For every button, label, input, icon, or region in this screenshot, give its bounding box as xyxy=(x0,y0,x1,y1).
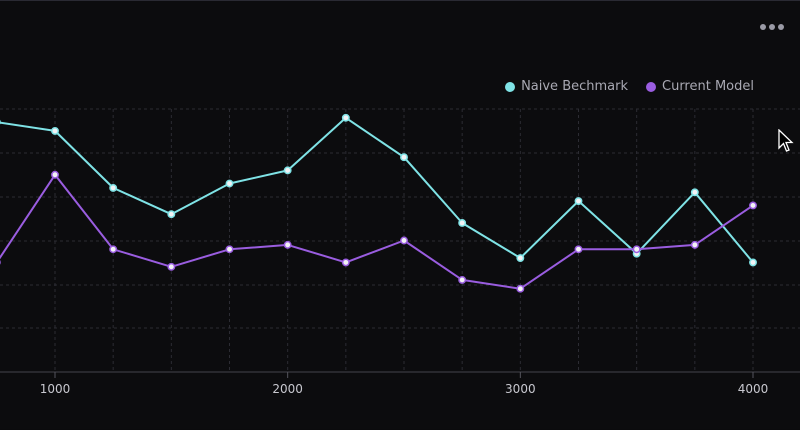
data-point-current-model xyxy=(692,242,698,248)
data-point-current-model xyxy=(284,242,290,248)
data-point-naive-benchmark xyxy=(168,211,174,217)
data-point-current-model xyxy=(401,237,407,243)
data-point-naive-benchmark xyxy=(692,189,698,195)
data-point-naive-benchmark xyxy=(401,154,407,160)
data-point-naive-benchmark xyxy=(750,259,756,265)
data-point-naive-benchmark xyxy=(517,255,523,261)
data-point-naive-benchmark xyxy=(459,220,465,226)
data-point-current-model xyxy=(52,172,58,178)
mouse-cursor-icon xyxy=(778,129,794,153)
x-tick-label: 3000 xyxy=(505,382,536,396)
data-point-current-model xyxy=(110,246,116,252)
data-point-naive-benchmark xyxy=(52,128,58,134)
x-tick-label: 2000 xyxy=(272,382,303,396)
data-point-current-model xyxy=(168,264,174,270)
data-point-current-model xyxy=(459,277,465,283)
x-tick-label: 1000 xyxy=(40,382,71,396)
data-point-naive-benchmark xyxy=(110,185,116,191)
data-point-naive-benchmark xyxy=(284,167,290,173)
data-point-current-model xyxy=(517,286,523,292)
data-point-naive-benchmark xyxy=(575,198,581,204)
x-tick-label: 4000 xyxy=(738,382,769,396)
data-point-current-model xyxy=(575,246,581,252)
data-point-current-model xyxy=(343,259,349,265)
data-point-current-model xyxy=(633,246,639,252)
data-point-current-model xyxy=(226,246,232,252)
data-point-naive-benchmark xyxy=(343,115,349,121)
data-point-current-model xyxy=(750,202,756,208)
data-point-naive-benchmark xyxy=(226,180,232,186)
